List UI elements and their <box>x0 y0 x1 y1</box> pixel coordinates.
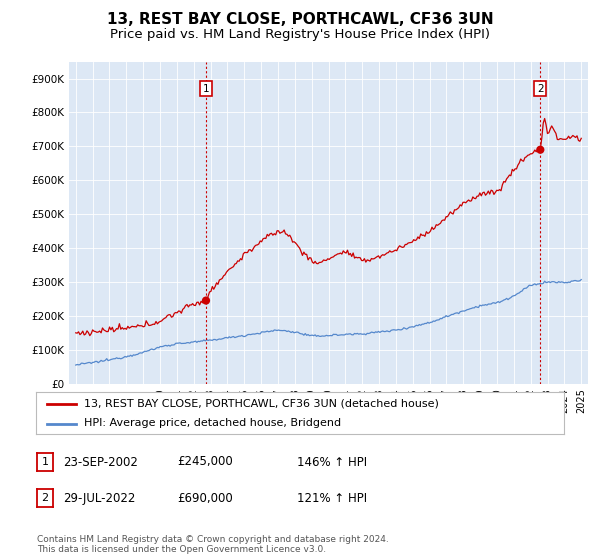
Text: 29-JUL-2022: 29-JUL-2022 <box>63 492 136 505</box>
Text: 2: 2 <box>537 83 544 94</box>
Point <box>536 145 545 154</box>
Text: £690,000: £690,000 <box>177 492 233 505</box>
Text: 1: 1 <box>41 457 49 467</box>
Text: HPI: Average price, detached house, Bridgend: HPI: Average price, detached house, Brid… <box>83 418 341 428</box>
Text: 1: 1 <box>203 83 209 94</box>
Text: 2: 2 <box>41 493 49 503</box>
Text: 23-SEP-2002: 23-SEP-2002 <box>63 455 138 469</box>
Text: 146% ↑ HPI: 146% ↑ HPI <box>297 455 367 469</box>
Text: Price paid vs. HM Land Registry's House Price Index (HPI): Price paid vs. HM Land Registry's House … <box>110 28 490 41</box>
Point <box>201 296 211 305</box>
Text: £245,000: £245,000 <box>177 455 233 469</box>
Text: 13, REST BAY CLOSE, PORTHCAWL, CF36 3UN: 13, REST BAY CLOSE, PORTHCAWL, CF36 3UN <box>107 12 493 27</box>
Text: 13, REST BAY CLOSE, PORTHCAWL, CF36 3UN (detached house): 13, REST BAY CLOSE, PORTHCAWL, CF36 3UN … <box>83 399 439 409</box>
Text: 121% ↑ HPI: 121% ↑ HPI <box>297 492 367 505</box>
Text: Contains HM Land Registry data © Crown copyright and database right 2024.
This d: Contains HM Land Registry data © Crown c… <box>37 535 389 554</box>
